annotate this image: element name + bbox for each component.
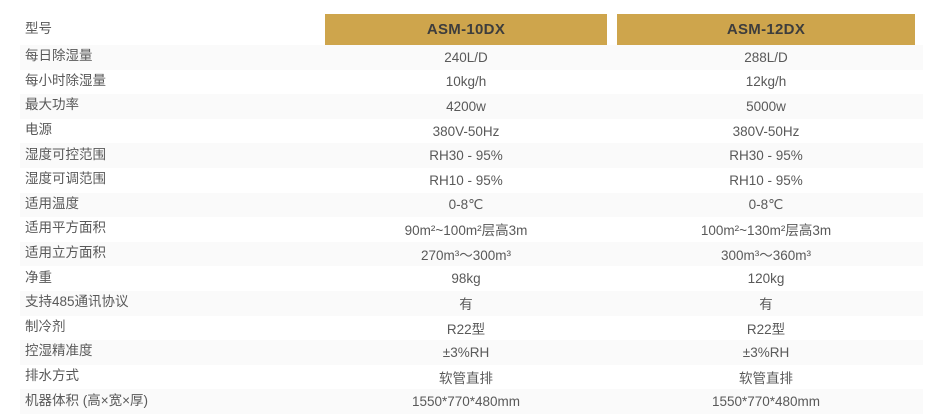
spec-value-asm-12dx: 0-8℃: [748, 196, 784, 212]
spec-value-asm-12dx: 有: [759, 297, 773, 313]
spec-value-asm-10dx: RH10 - 95%: [429, 172, 503, 188]
spec-value-asm-12dx: 380V-50Hz: [732, 123, 800, 139]
table-row: 控湿精准度 ±3%RH ±3%RH: [0, 340, 923, 365]
spec-value-asm-10dx: RH30 - 95%: [429, 148, 503, 164]
spec-value-asm-10dx: R22型: [446, 321, 486, 337]
spec-label: 电源: [25, 122, 52, 138]
spec-value-asm-10dx: 240L/D: [444, 49, 488, 65]
spec-value-asm-10dx: 1550*770*480mm: [411, 394, 521, 410]
table-row: 排水方式 软管直排 软管直排: [0, 365, 923, 390]
model-header-asm-10dx: ASM-10DX: [325, 14, 607, 45]
spec-value-asm-10dx: 有: [459, 297, 473, 313]
table-row: 适用立方面积 270m³～300m³ 300m³～360m³: [0, 241, 923, 267]
model-header-row: 型号 ASM-10DX ASM-12DX: [0, 14, 923, 45]
product-spec-table: 型号 ASM-10DX ASM-12DX 每日除湿量 240L/D 288L/D…: [0, 14, 923, 414]
table-row: 湿度可调范围 RH10 - 95% RH10 - 95%: [0, 168, 923, 193]
spec-label: 湿度可调范围: [25, 171, 106, 187]
spec-value-asm-12dx: R22型: [746, 321, 786, 337]
spec-label: 控湿精准度: [25, 343, 93, 359]
table-row: 净重 98kg 120kg: [0, 266, 923, 291]
spec-label: 每小时除湿量: [25, 72, 106, 88]
spec-value-asm-12dx: 软管直排: [739, 371, 793, 387]
spec-value-asm-12dx: 288L/D: [744, 49, 788, 65]
spec-value-asm-12dx: 100m²~130m²层高3m: [700, 223, 832, 239]
table-row: 机器体积 (高×宽×厚) 1550*770*480mm 1550*770*480…: [0, 389, 923, 414]
spec-value-asm-10dx: 270m³～300m³: [420, 248, 512, 264]
table-row: 湿度可控范围 RH30 - 95% RH30 - 95%: [0, 143, 923, 168]
spec-label: 最大功率: [25, 97, 79, 113]
table-row: 适用平方面积 90m²~100m²层高3m 100m²~130m²层高3m: [0, 217, 923, 242]
spec-label: 湿度可控范围: [25, 146, 106, 162]
spec-value-asm-10dx: 10kg/h: [445, 74, 487, 90]
spec-value-asm-12dx: 12kg/h: [745, 74, 787, 90]
spec-value-asm-10dx: 98kg: [451, 271, 481, 287]
table-row: 最大功率 4200w 5000w: [0, 94, 923, 119]
spec-value-asm-10dx: 0-8℃: [448, 196, 484, 212]
spec-value-asm-10dx: 4200w: [446, 98, 486, 114]
model-header-asm-12dx: ASM-12DX: [617, 14, 915, 45]
spec-label: 适用平方面积: [25, 220, 106, 236]
spec-label: 制冷剂: [25, 318, 66, 334]
spec-value-asm-12dx: 120kg: [747, 271, 785, 287]
spec-label: 适用立方面积: [25, 245, 106, 261]
model-row-label: 型号: [25, 21, 52, 36]
spec-value-asm-12dx: ±3%RH: [742, 344, 790, 360]
spec-value-asm-12dx: RH30 - 95%: [729, 148, 803, 164]
header-gap: [607, 14, 617, 45]
spec-label: 净重: [25, 269, 52, 285]
spec-value-asm-12dx: 5000w: [746, 98, 786, 114]
spec-value-asm-10dx: ±3%RH: [442, 344, 490, 360]
table-row: 每日除湿量 240L/D 288L/D: [0, 45, 923, 70]
table-row: 每小时除湿量 10kg/h 12kg/h: [0, 70, 923, 95]
table-row: 支持485通讯协议 有 有: [0, 290, 923, 316]
table-row: 制冷剂 R22型 R22型: [0, 316, 923, 341]
spec-label: 适用温度: [25, 195, 79, 211]
spec-label: 支持485通讯协议: [25, 294, 129, 310]
table-row: 适用温度 0-8℃ 0-8℃: [0, 192, 923, 218]
spec-value-asm-10dx: 380V-50Hz: [432, 123, 500, 139]
spec-value-asm-12dx: 1550*770*480mm: [711, 394, 821, 410]
spec-rows: 每日除湿量 240L/D 288L/D 每小时除湿量 10kg/h 12kg/h…: [0, 45, 923, 414]
spec-label: 每日除湿量: [25, 48, 93, 64]
spec-value-asm-12dx: RH10 - 95%: [729, 172, 803, 188]
spec-label: 排水方式: [25, 368, 79, 384]
spec-value-asm-10dx: 软管直排: [439, 371, 493, 387]
spec-value-asm-12dx: 300m³～360m³: [720, 248, 812, 264]
table-row: 电源 380V-50Hz 380V-50Hz: [0, 119, 923, 144]
spec-value-asm-10dx: 90m²~100m²层高3m: [404, 223, 528, 239]
spec-label: 机器体积 (高×宽×厚): [25, 392, 149, 408]
